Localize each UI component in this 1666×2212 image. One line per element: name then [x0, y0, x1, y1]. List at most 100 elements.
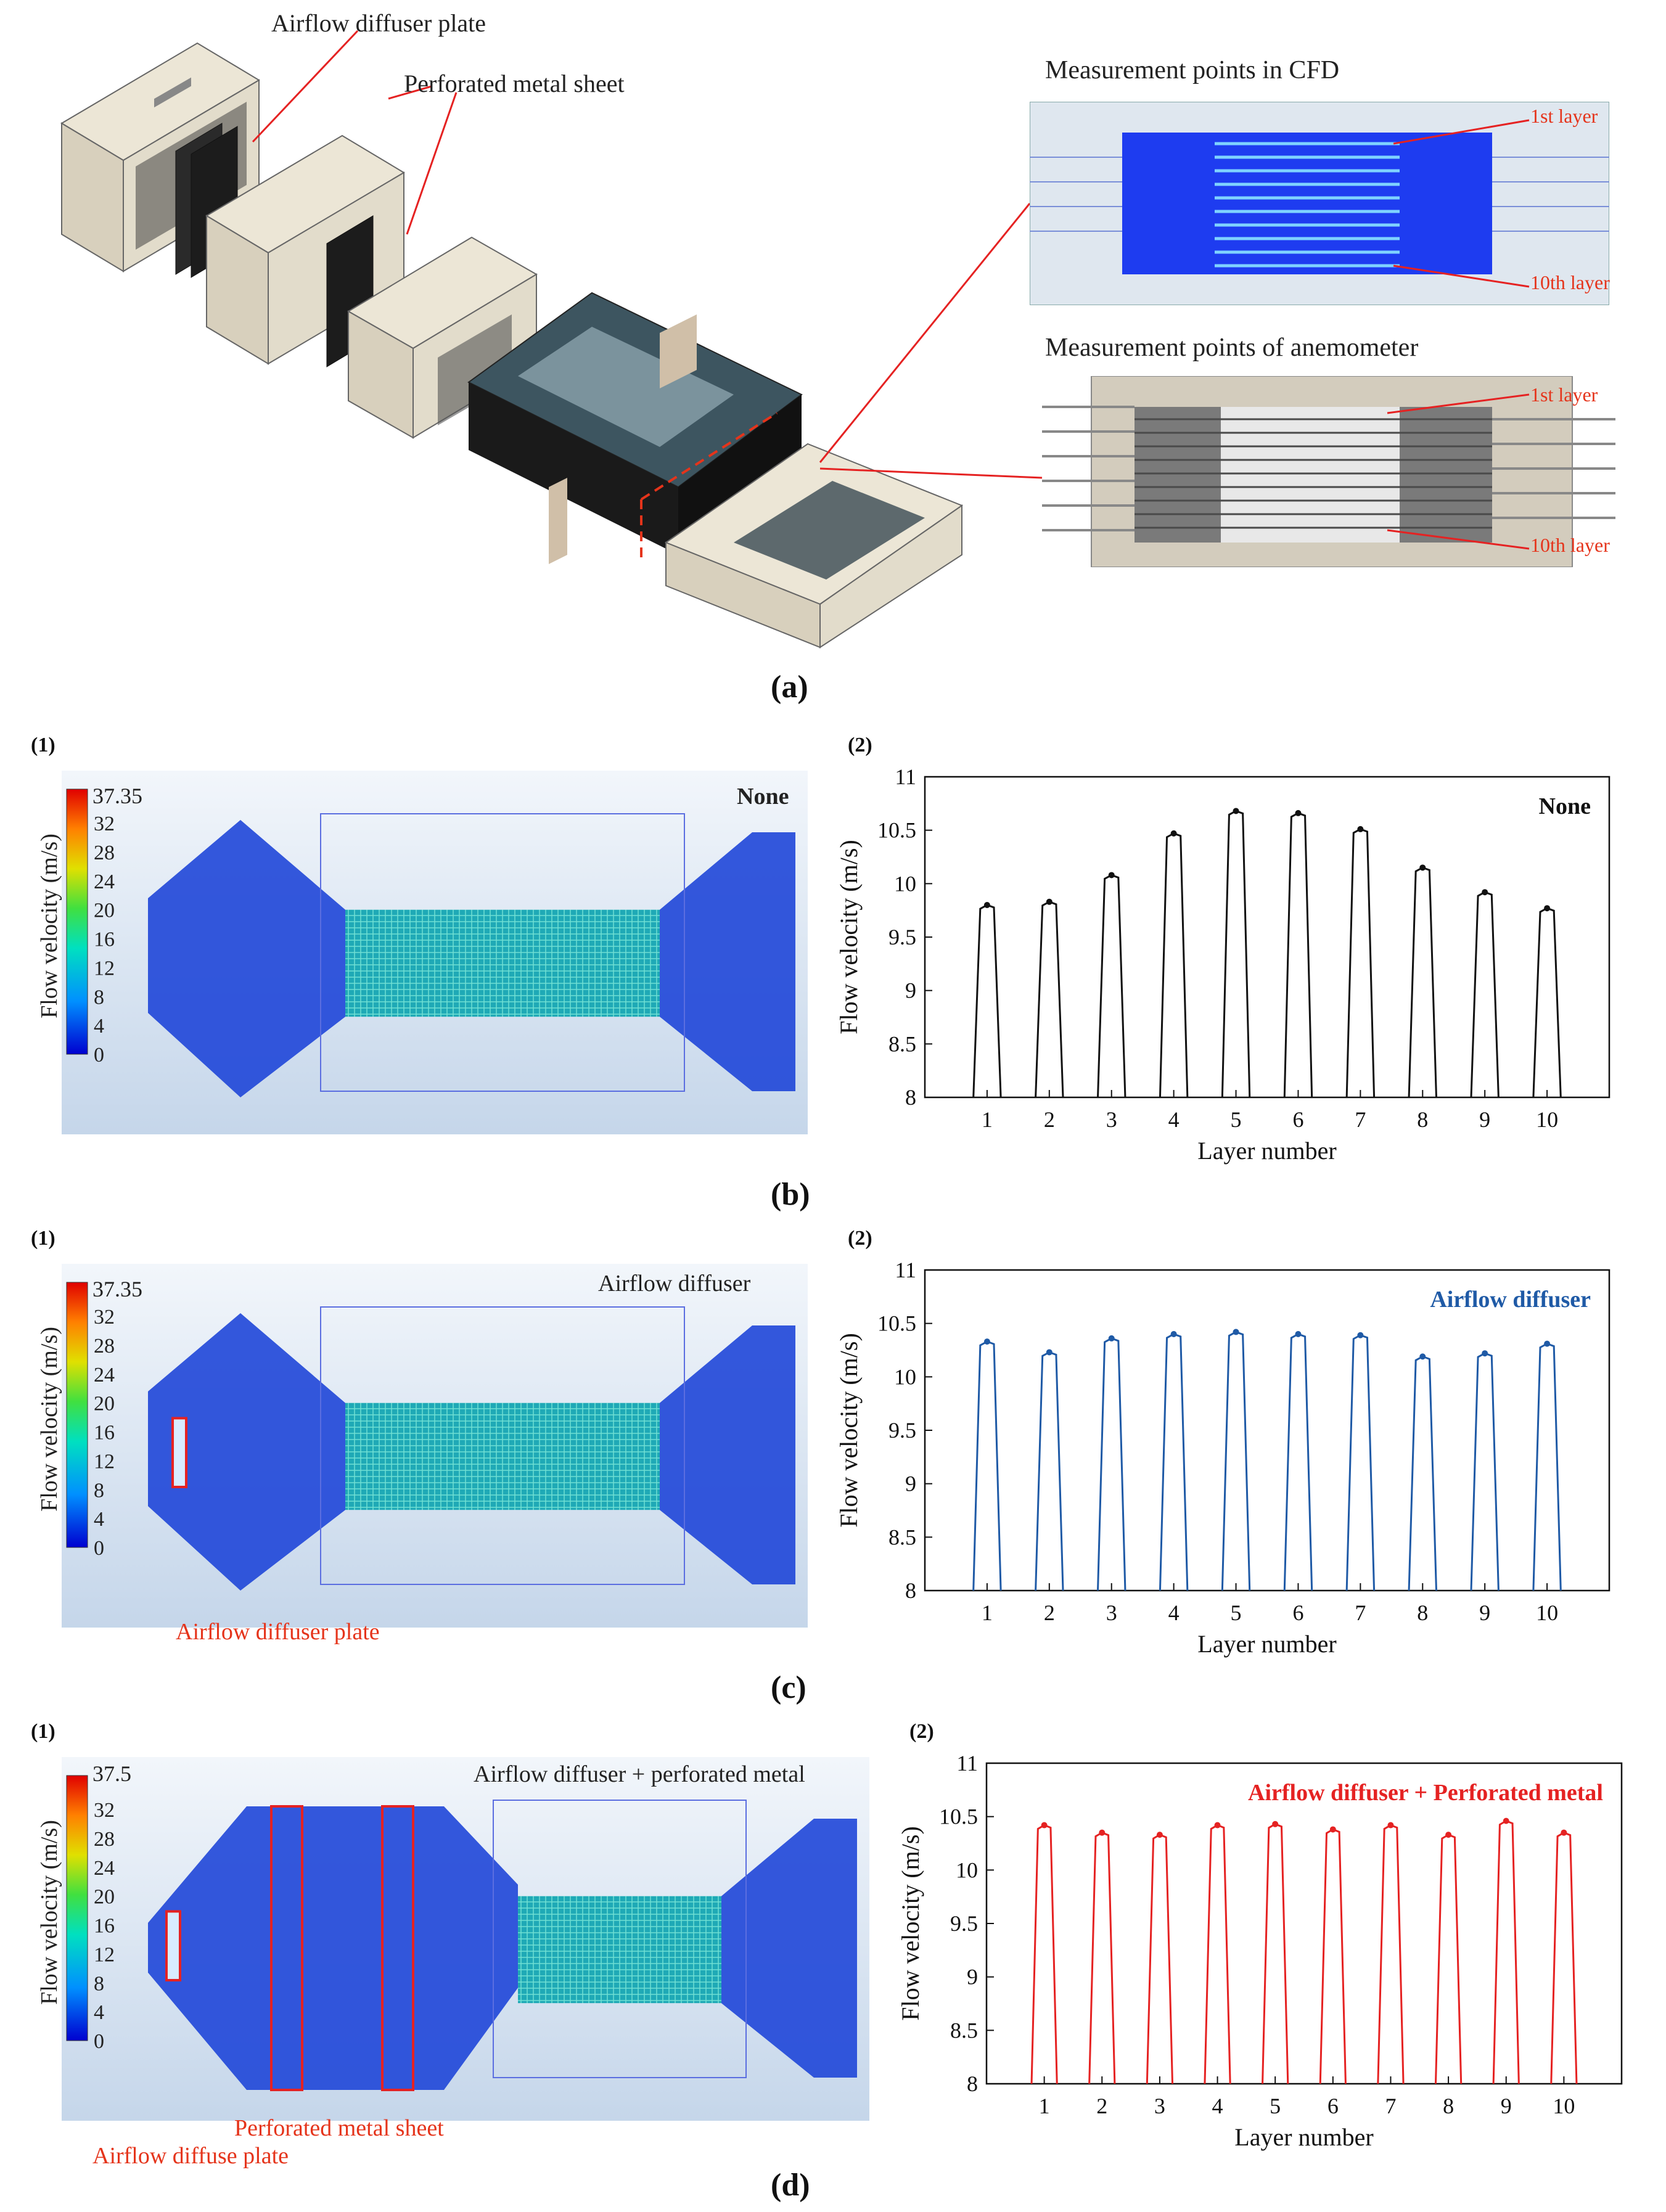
panel-a-letter: (a) [771, 670, 808, 705]
chart-title: Airflow diffuser [1430, 1287, 1591, 1313]
data-point [1099, 1829, 1106, 1836]
layer-peak-2 [1035, 1349, 1064, 1591]
contour-svg: 32 28 24 20 16 12 8 4 0 [62, 1264, 808, 1628]
colorbar-tick-label: 32 [94, 813, 115, 835]
y-tick-label: 9.5 [950, 1911, 978, 1936]
flow-contour-b: 32 28 24 20 16 12 8 4 0 [25, 764, 814, 1147]
layer-peak-5 [1221, 1329, 1251, 1591]
layer-peak-2 [1088, 1829, 1116, 2084]
x-tick-label: 7 [1355, 1600, 1366, 1625]
data-point [1046, 1349, 1053, 1356]
colorbar-tick-label: 28 [94, 842, 115, 864]
y-tick-label: 8.5 [888, 1031, 916, 1056]
colorbar-tick-label: 20 [94, 899, 115, 922]
layer-peak-10 [1550, 1829, 1578, 2084]
series-line [1345, 828, 1376, 1098]
cfd-first-layer-label: 1st layer [1530, 105, 1598, 127]
x-tick-label: 7 [1385, 2094, 1396, 2118]
data-point [1295, 1331, 1302, 1337]
layer-peak-4 [1159, 830, 1189, 1098]
x-axis-label: Layer number [1234, 2123, 1373, 2151]
y-tick-label: 8 [967, 2071, 978, 2096]
y-tick-label: 10.5 [939, 1804, 978, 1829]
y-tick-label: 9 [905, 1472, 916, 1496]
data-point [1357, 1332, 1364, 1338]
x-tick-label: 9 [1479, 1107, 1490, 1132]
series-line [1319, 1828, 1347, 2084]
x-tick-label: 8 [1417, 1600, 1428, 1625]
y-tick-label: 8 [905, 1578, 916, 1603]
x-tick-label: 1 [1039, 2094, 1050, 2118]
colorbar-tick-label: 24 [94, 1857, 115, 1880]
data-point [1156, 1832, 1163, 1838]
data-point [1329, 1826, 1336, 1833]
y-tick-label: 11 [956, 1751, 978, 1776]
data-point [1503, 1817, 1509, 1824]
colorbar-tick-label: 0 [94, 2030, 104, 2053]
contour-label-c: Airflow diffuser [598, 1271, 751, 1296]
data-point [983, 902, 990, 908]
y-axis-label: Flow velocity (m/s) [897, 1826, 924, 2021]
layer-peak-5 [1262, 1821, 1289, 2084]
layer-peak-3 [1097, 872, 1126, 1098]
series-line [1097, 874, 1126, 1098]
colorbar-tick-label: 4 [94, 1508, 104, 1531]
diffuser-plate-marker [165, 1910, 181, 1981]
series-line [1377, 1824, 1405, 2084]
data-point [1419, 1353, 1426, 1360]
chart-title: Airflow diffuser + Perforated metal [1248, 1780, 1603, 1806]
colorbar-max-b: 37.35 [92, 784, 142, 808]
x-tick-label: 3 [1106, 1107, 1117, 1132]
colorbar [66, 789, 88, 1055]
data-point [1233, 1329, 1239, 1335]
panel-c-sub1-index: (1) [31, 1227, 55, 1250]
data-point [1214, 1822, 1221, 1829]
series-line [1035, 1351, 1064, 1591]
layer-peak-10 [1532, 1340, 1562, 1591]
data-point [1272, 1821, 1279, 1827]
duct-flow-field [148, 1800, 857, 2091]
colorbar-title-b: Flow velocity (m/s) [36, 834, 62, 1018]
colorbar-tick-label: 28 [94, 1828, 115, 1851]
panel-d-sub1-index: (1) [31, 1720, 55, 1743]
cfd-inset-title: Measurement points in CFD [1045, 56, 1340, 84]
anemometer-measurement-inset [1042, 376, 1615, 567]
contour-label-b: None [737, 784, 789, 809]
colorbar-tick-label: 0 [94, 1537, 104, 1560]
y-tick-label: 10 [956, 1858, 978, 1882]
battery-module [467, 292, 803, 564]
data-point [1544, 1340, 1551, 1347]
x-tick-label: 2 [1044, 1107, 1055, 1132]
y-tick-label: 11 [895, 764, 916, 789]
panel-b-sub1-index: (1) [31, 734, 55, 756]
x-tick-label: 8 [1417, 1107, 1428, 1132]
module-mesh-region [518, 1896, 721, 2004]
y-tick-label: 9 [967, 1965, 978, 1989]
label-airflow-diffuser-plate: Airflow diffuser plate [271, 9, 486, 37]
layer-peak-9 [1492, 1817, 1520, 2084]
x-axis-label: Layer number [1197, 1137, 1336, 1165]
x-axis-label: Layer number [1197, 1630, 1336, 1658]
panel-b-sub2-index: (2) [848, 734, 872, 756]
data-point [1108, 872, 1115, 879]
layer-peak-8 [1434, 1832, 1463, 2084]
anemometer-first-layer-label: 1st layer [1530, 383, 1598, 406]
x-tick-label: 5 [1231, 1107, 1242, 1132]
y-tick-label: 10.5 [877, 1311, 916, 1336]
data-point [1482, 889, 1488, 896]
colorbar-tick-label: 0 [94, 1044, 104, 1067]
panel-b-letter: (b) [771, 1177, 810, 1212]
x-tick-label: 6 [1292, 1600, 1303, 1625]
layer-peak-4 [1204, 1822, 1231, 2084]
layer-peak-10 [1532, 905, 1562, 1098]
cfd-measurement-inset [1030, 102, 1609, 305]
series-line [1204, 1824, 1231, 2084]
colorbar-tick-label: 8 [94, 986, 104, 1009]
y-tick-label: 9.5 [888, 925, 916, 949]
colorbar-tick-label: 16 [94, 928, 115, 951]
series-line [1221, 1330, 1251, 1591]
perforated-sheet-marker [270, 1805, 303, 2091]
x-tick-label: 4 [1168, 1600, 1180, 1625]
colorbar-tick-label: 32 [94, 1799, 115, 1822]
